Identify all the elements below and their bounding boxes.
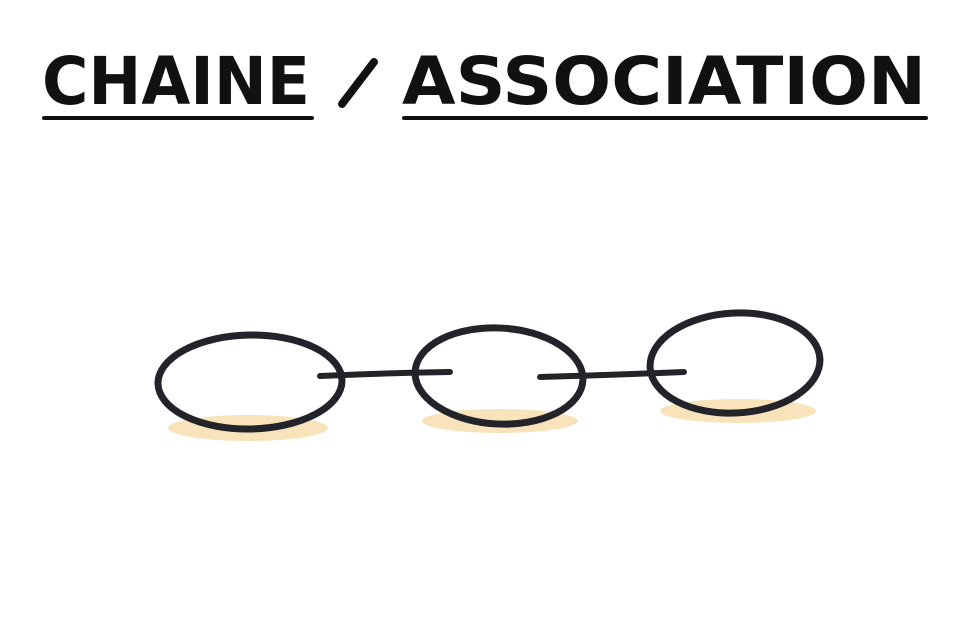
title: CHAINE / ASSOCIATION bbox=[42, 43, 928, 120]
chain-connector-2 bbox=[537, 369, 687, 380]
title-left: CHAINE bbox=[42, 43, 310, 120]
chain-ring-1 bbox=[154, 331, 346, 433]
chain-connectors bbox=[317, 369, 687, 380]
title-separator-slash bbox=[338, 58, 378, 108]
chain-ring-3 bbox=[646, 309, 824, 417]
title-right: ASSOCIATION bbox=[402, 43, 926, 120]
chain-rings bbox=[154, 309, 824, 433]
chain-connector-1 bbox=[317, 369, 453, 379]
chain-ring-2 bbox=[411, 324, 587, 428]
ring-shadows bbox=[168, 399, 816, 441]
